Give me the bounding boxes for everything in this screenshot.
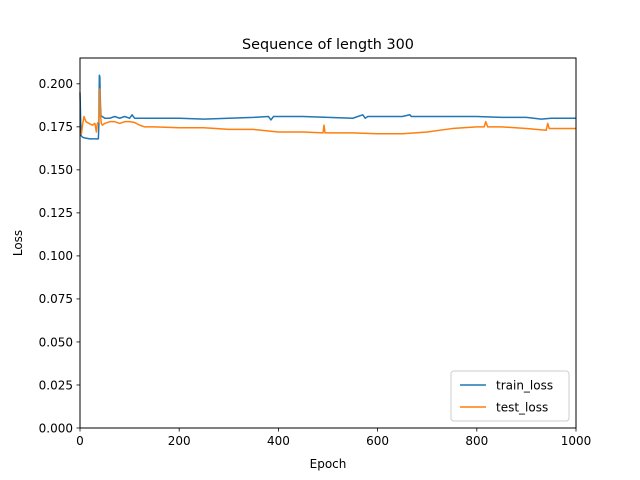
- series-line-test-loss: [80, 88, 576, 135]
- y-tick-label: 0.175: [39, 120, 73, 134]
- y-tick-label: 0.150: [39, 163, 73, 177]
- series-layer: [79, 74, 576, 140]
- y-tick-label: 0.025: [39, 378, 73, 392]
- y-axis-ticks: 0.000 0.025 0.050 0.075 0.100 0.125 0.150 0.175…: [39, 77, 80, 435]
- legend-label-train-loss: train_loss: [496, 379, 553, 393]
- plot-area: [79, 57, 577, 429]
- y-tick-label: 0.100: [39, 249, 73, 263]
- legend: train_loss test_loss: [450, 370, 570, 422]
- legend-box: [450, 370, 570, 422]
- x-axis-label: Epoch: [310, 457, 347, 471]
- y-axis-label: Loss: [11, 230, 25, 256]
- chart-title: Sequence of length 300: [242, 37, 414, 53]
- plot-frame: [79, 57, 577, 429]
- y-tick-label: 0.125: [39, 206, 73, 220]
- x-tick-label: 200: [168, 434, 191, 448]
- y-tick-label: 0.000: [39, 421, 73, 435]
- x-tick-label: 600: [366, 434, 389, 448]
- x-tick-label: 400: [267, 434, 290, 448]
- x-tick-label: 800: [465, 434, 488, 448]
- y-tick-label: 0.050: [39, 335, 73, 349]
- x-tick-label: 1000: [561, 434, 592, 448]
- series-line-train-loss: [79, 74, 576, 140]
- y-tick-label: 0.200: [39, 77, 73, 91]
- legend-label-test-loss: test_loss: [496, 401, 548, 415]
- x-axis-ticks: 0 200 400 600 800 1000: [76, 428, 591, 448]
- x-tick-label: 0: [76, 434, 84, 448]
- y-tick-label: 0.075: [39, 292, 73, 306]
